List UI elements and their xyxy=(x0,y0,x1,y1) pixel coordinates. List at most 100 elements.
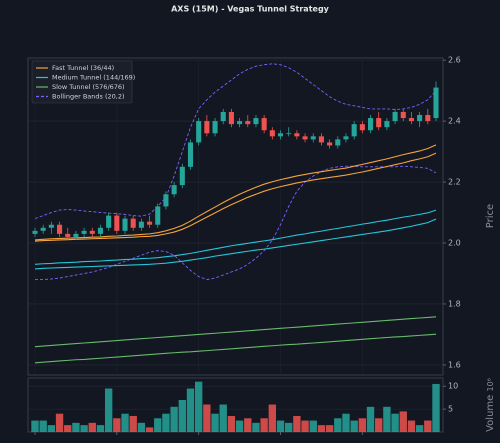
candle-body xyxy=(253,118,259,125)
tunnel-line xyxy=(34,152,437,242)
candle-body xyxy=(114,215,120,231)
tunnel-line xyxy=(34,209,437,265)
volume-exponent: 10⁶ xyxy=(486,378,495,391)
volume-bar xyxy=(72,422,80,432)
candle-body xyxy=(384,121,390,128)
candle-body xyxy=(408,118,414,122)
tunnel-line xyxy=(34,218,437,270)
volume-bar xyxy=(137,422,146,432)
volume-bar xyxy=(268,404,277,432)
volume-bar xyxy=(39,420,47,432)
y-tick-label: 1.8 xyxy=(448,299,461,308)
y-tick-label: 1.6 xyxy=(448,360,461,369)
candle-body xyxy=(97,227,104,234)
volume-bar xyxy=(121,413,129,432)
volume-bar xyxy=(194,381,203,432)
candle-body xyxy=(187,142,194,167)
candle-body xyxy=(245,121,251,125)
candle-body xyxy=(335,139,341,146)
volume-bar xyxy=(162,413,170,432)
candle-body xyxy=(130,218,136,228)
candle-body xyxy=(179,166,185,186)
legend-label: Bollinger Bands (20,2) xyxy=(52,93,125,101)
volume-bar xyxy=(309,420,317,432)
volume-bar xyxy=(113,418,121,432)
candle-body xyxy=(294,133,300,137)
candle-body xyxy=(310,136,316,140)
candle-body xyxy=(228,111,234,125)
volume-bar xyxy=(178,399,186,432)
candle-body xyxy=(237,121,243,125)
candle-body xyxy=(261,118,267,131)
candle-body xyxy=(32,230,38,234)
tunnel-line xyxy=(34,316,437,348)
volume-bar xyxy=(31,420,39,432)
candle-body xyxy=(138,221,144,228)
candle-body xyxy=(81,230,87,234)
candle-body xyxy=(327,142,333,146)
volume-bar xyxy=(129,415,137,432)
candle-body xyxy=(302,136,308,140)
volume-bar xyxy=(399,411,407,432)
candle-body xyxy=(269,130,275,137)
legend: Fast Tunnel (36/44) Medium Tunnel (144/16… xyxy=(31,60,135,104)
candle-body xyxy=(392,111,398,122)
volume-bar xyxy=(154,418,162,432)
volume-bar xyxy=(47,425,56,432)
volume-bar xyxy=(301,420,309,432)
candle-body xyxy=(376,118,382,128)
candle-body xyxy=(433,87,439,119)
volume-bar xyxy=(235,420,244,432)
price-panel xyxy=(27,57,444,376)
volume-bar xyxy=(252,422,260,432)
legend-box xyxy=(31,60,133,104)
volume-bar xyxy=(55,413,64,432)
volume-bar xyxy=(88,422,96,432)
candle-body xyxy=(106,215,112,228)
candle-body xyxy=(57,224,63,234)
candle-body xyxy=(343,136,349,140)
volume-axis-label: Volume 10⁶ xyxy=(485,378,496,432)
volume-bar xyxy=(391,413,399,432)
candle-body xyxy=(163,194,169,207)
y-tick-label: 2.4 xyxy=(448,117,461,126)
volume-bar xyxy=(219,404,227,432)
volume-bar xyxy=(211,413,219,432)
volume-bar xyxy=(170,406,178,432)
candle-body xyxy=(359,124,365,131)
candle-body xyxy=(318,136,324,143)
volume-tick-label: 5 xyxy=(448,405,453,414)
volume-bar xyxy=(424,420,432,432)
volume-bar xyxy=(432,383,440,432)
volume-bar xyxy=(285,422,293,432)
volume-bar xyxy=(227,415,236,432)
y-axis-label: Price xyxy=(485,204,496,228)
chart-title: AXS (15M) - Vegas Tunnel Strategy xyxy=(171,5,330,14)
volume-bar xyxy=(96,425,105,432)
volume-bar xyxy=(186,388,195,432)
volume-bar xyxy=(383,406,391,432)
volume-bar xyxy=(145,427,154,432)
candle-body xyxy=(277,133,284,137)
volume-bar xyxy=(104,388,113,432)
candle-body xyxy=(48,224,54,228)
y-tick-label: 2.0 xyxy=(448,239,461,248)
candle-body xyxy=(40,227,46,231)
volume-bar xyxy=(375,418,383,432)
legend-label: Medium Tunnel (144/169) xyxy=(52,74,135,82)
volume-bar xyxy=(334,418,342,432)
tunnel-line xyxy=(34,333,437,364)
volume-bar xyxy=(244,418,252,432)
volume-bar xyxy=(358,418,367,432)
legend-label: Fast Tunnel (36/44) xyxy=(52,64,114,72)
volume-bar xyxy=(317,425,326,432)
candle-body xyxy=(400,111,406,119)
candle-body xyxy=(155,206,161,225)
volume-bar xyxy=(260,418,268,432)
volume-tick-label: 10 xyxy=(448,382,458,391)
volume-bar xyxy=(415,425,424,432)
volume-bar xyxy=(203,404,211,432)
candle-body xyxy=(220,111,226,122)
tunnel-line xyxy=(34,144,437,241)
